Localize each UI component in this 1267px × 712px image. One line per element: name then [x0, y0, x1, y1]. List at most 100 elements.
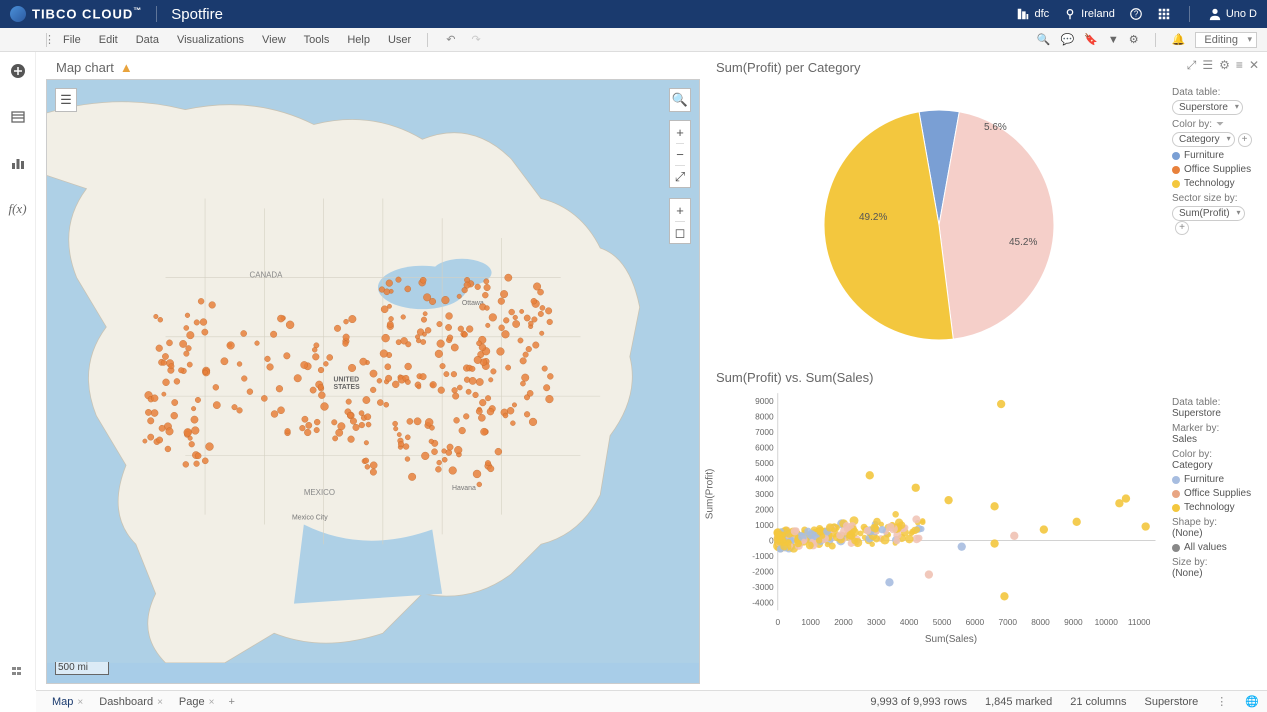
legend-item[interactable]: Technology [1172, 502, 1259, 513]
svg-text:45.2%: 45.2% [1009, 237, 1037, 248]
svg-text:3000: 3000 [755, 489, 774, 499]
scatter-chart[interactable]: -4000-3000-2000-100001000200030004000500… [734, 389, 1168, 629]
zoom-out-button[interactable]: − [676, 143, 684, 165]
menu-visualizations[interactable]: Visualizations [169, 32, 252, 48]
pie-chart[interactable]: 49.2% 45.2% 5.6% [804, 90, 1074, 350]
zoom-in-button[interactable]: + [676, 121, 684, 143]
select-rect-button[interactable]: ◻ [675, 221, 686, 243]
svg-text:MEXICO: MEXICO [304, 488, 335, 497]
data-panel-icon[interactable] [9, 108, 27, 126]
sector-by-selector[interactable]: Sum(Profit) [1172, 206, 1245, 221]
menu-handle-icon[interactable]: ⋮ [44, 33, 55, 46]
gear-icon[interactable]: ⚙ [1219, 58, 1230, 73]
scatter-panel: Sum(Profit) vs. Sum(Sales) Sum(Profit) -… [706, 362, 1267, 690]
chart-panel-icon[interactable] [9, 154, 27, 172]
tibco-logo-icon [10, 6, 26, 22]
close-icon[interactable]: × [157, 697, 163, 708]
find-icon[interactable]: 🔍 [1037, 33, 1051, 46]
tab-page[interactable]: Page× [171, 694, 223, 710]
close-icon[interactable]: × [209, 697, 215, 708]
svg-text:CANADA: CANADA [250, 271, 284, 280]
svg-text:?: ? [1134, 10, 1139, 19]
menu-view[interactable]: View [254, 32, 294, 48]
svg-text:-1000: -1000 [752, 551, 774, 561]
svg-text:1000: 1000 [755, 520, 774, 530]
fx-icon[interactable]: f(x) [9, 200, 27, 218]
mode-selector[interactable]: Editing [1195, 32, 1257, 48]
zoom-controls: + − ⤢ [669, 120, 691, 188]
help-icon[interactable]: ? [1129, 7, 1143, 21]
svg-text:7000: 7000 [998, 617, 1017, 627]
data-table-selector[interactable]: Superstore [1172, 100, 1243, 115]
legend-item[interactable]: Technology [1172, 178, 1259, 189]
map-tools: + ◻ [669, 198, 691, 244]
globe-icon[interactable]: 🌐 [1245, 695, 1259, 708]
legend-item[interactable]: Furniture [1172, 474, 1259, 485]
redo-icon[interactable]: ↷ [467, 31, 484, 48]
color-by-selector[interactable]: Category [1172, 132, 1235, 147]
legend-icon[interactable]: ≡ [1236, 58, 1243, 73]
svg-text:-4000: -4000 [752, 598, 774, 608]
svg-text:Havana: Havana [452, 485, 476, 492]
tab-dashboard[interactable]: Dashboard× [91, 694, 171, 710]
svg-text:10000: 10000 [1095, 617, 1119, 627]
add-sector-button[interactable]: + [1175, 221, 1189, 235]
user-menu[interactable]: Uno D [1208, 7, 1257, 21]
undo-icon[interactable]: ↶ [442, 31, 459, 48]
menu-tools[interactable]: Tools [296, 32, 338, 48]
menu-bar: ⋮ File Edit Data Visualizations View Too… [0, 28, 1267, 52]
svg-text:0: 0 [769, 536, 774, 546]
more-icon[interactable]: ⋮ [1216, 695, 1227, 708]
bookmark-icon[interactable]: 🔖 [1084, 33, 1098, 46]
brand-name: TIBCO CLOUD™ [32, 6, 142, 21]
left-rail: f(x) [0, 52, 36, 690]
filter-icon[interactable]: ▼ [1108, 34, 1119, 46]
list-icon[interactable]: ☰ [1202, 58, 1213, 73]
svg-text:6000: 6000 [966, 617, 985, 627]
notifications-icon[interactable]: 🔔 [1172, 33, 1186, 46]
dfc-indicator[interactable]: dfc [1016, 7, 1049, 21]
legend-item[interactable]: Office Supplies [1172, 488, 1259, 499]
add-tab-button[interactable]: + [222, 694, 240, 710]
menu-file[interactable]: File [55, 32, 89, 48]
svg-text:8000: 8000 [755, 412, 774, 422]
add-marker-button[interactable]: + [676, 199, 684, 221]
menu-user[interactable]: User [380, 32, 419, 48]
map-search-button[interactable]: 🔍 [669, 88, 691, 112]
svg-text:8000: 8000 [1031, 617, 1050, 627]
svg-text:1000: 1000 [801, 617, 820, 627]
add-color-button[interactable]: + [1238, 133, 1252, 147]
svg-text:6000: 6000 [755, 443, 774, 453]
menu-help[interactable]: Help [339, 32, 378, 48]
legend-item[interactable]: Office Supplies [1172, 164, 1259, 175]
menu-data[interactable]: Data [128, 32, 167, 48]
layers-button[interactable]: ☰ [55, 88, 77, 112]
close-icon[interactable]: × [77, 697, 83, 708]
expand-icon[interactable]: ⤢ [1187, 58, 1197, 73]
tab-map[interactable]: Map× [44, 694, 91, 710]
svg-text:2000: 2000 [755, 505, 774, 515]
scale-bar: 500 mi [55, 662, 109, 675]
collapse-icon[interactable] [9, 662, 27, 680]
settings-gear-icon[interactable]: ⚙ [1129, 33, 1139, 46]
add-icon[interactable] [9, 62, 27, 80]
warning-icon[interactable]: ▲ [120, 60, 133, 75]
svg-text:3000: 3000 [867, 617, 886, 627]
menu-edit[interactable]: Edit [91, 32, 126, 48]
svg-text:UNITED: UNITED [333, 376, 359, 383]
svg-text:0: 0 [775, 617, 780, 627]
color-filter-icon[interactable]: ⏷ [1216, 119, 1224, 130]
location-selector[interactable]: Ireland [1063, 7, 1115, 21]
zoom-reset-button[interactable]: ⤢ [675, 165, 685, 187]
map-canvas[interactable]: CANADA UNITED STATES MEXICO Ottawa Havan… [46, 79, 700, 684]
apps-grid-icon[interactable] [1157, 7, 1171, 21]
scatter-title: Sum(Profit) vs. Sum(Sales) [706, 362, 1267, 389]
svg-text:9000: 9000 [755, 396, 774, 406]
comment-icon[interactable]: 💬 [1060, 33, 1074, 46]
legend-item[interactable]: Furniture [1172, 150, 1259, 161]
svg-text:49.2%: 49.2% [859, 212, 887, 223]
y-axis-label: Sum(Profit) [705, 469, 716, 520]
product-name: Spotfire [171, 6, 223, 23]
close-icon[interactable]: ✕ [1249, 58, 1259, 73]
top-banner: TIBCO CLOUD™ Spotfire dfc Ireland ? Uno … [0, 0, 1267, 28]
